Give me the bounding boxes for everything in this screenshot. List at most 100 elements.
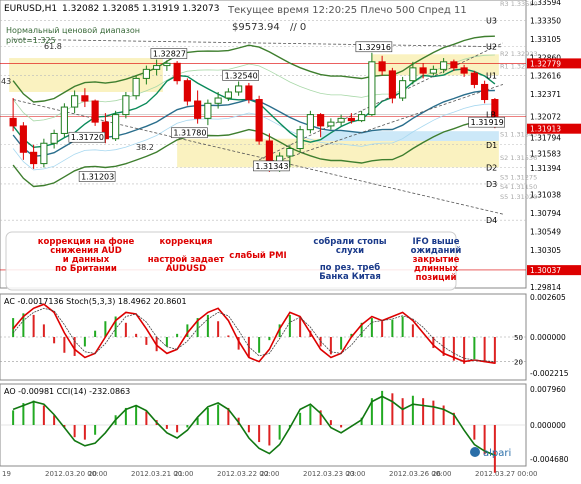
annotation-line: коррекция на фоне bbox=[38, 237, 135, 247]
candle-body bbox=[40, 142, 48, 165]
extreme-label: 1.31919 bbox=[471, 118, 504, 127]
ao-hist-bar bbox=[493, 425, 496, 473]
price-axis-label: 1.33350 bbox=[530, 16, 561, 25]
ao-hist-bar bbox=[53, 415, 56, 425]
ao-hist-bar bbox=[124, 407, 127, 425]
ac-hist-bar bbox=[186, 324, 189, 337]
ac-axis-label: -0.002215 bbox=[530, 369, 569, 378]
candle-body bbox=[19, 125, 27, 153]
candle-body bbox=[122, 95, 130, 116]
symbol-text: EURUSD,H1 bbox=[4, 4, 57, 14]
stoch-level-label: 50 bbox=[514, 334, 523, 342]
ac-hist-bar bbox=[258, 337, 261, 353]
trend-line-down bbox=[13, 99, 503, 215]
annotation-line: слабый PMI bbox=[229, 250, 286, 261]
ac-hist-bar bbox=[299, 318, 302, 337]
candle-body bbox=[481, 83, 489, 101]
ac-hist-bar bbox=[206, 314, 209, 337]
price-axis-label: 1.31038 bbox=[530, 191, 561, 200]
ac-axis-label: 0.000000 bbox=[530, 333, 566, 342]
annotation-line: и данных bbox=[63, 255, 110, 265]
price-tag bbox=[527, 123, 581, 134]
ac-hist-bar bbox=[278, 324, 281, 337]
time-axis-label: 2012.03.23 00:00 bbox=[303, 470, 365, 478]
candle-body bbox=[317, 114, 325, 127]
price-tag-text: 1.30037 bbox=[530, 266, 561, 275]
ao-hist-bar bbox=[135, 406, 138, 425]
extreme-label: 1.31720 bbox=[71, 133, 104, 142]
candle-body bbox=[163, 62, 171, 67]
ohlc-text: 1.32082 1.32085 1.31919 1.32073 bbox=[62, 4, 219, 14]
annotation-line: по рез. треб bbox=[320, 262, 380, 273]
ao-hist-bar bbox=[258, 425, 261, 443]
candle-body bbox=[399, 80, 407, 99]
annotation-line: Банка Китая bbox=[319, 272, 381, 282]
time-axis-label: 19 bbox=[2, 470, 11, 478]
candle-body bbox=[101, 121, 109, 140]
price-axis-label: 1.32616 bbox=[530, 72, 561, 81]
ac-hist-bar bbox=[83, 337, 86, 347]
level-label: LB bbox=[486, 111, 496, 120]
ac-hist-bar bbox=[165, 337, 168, 347]
ac-hist-bar bbox=[104, 321, 107, 337]
ao-hist-bar bbox=[22, 403, 25, 425]
price-axis-label: 1.32072 bbox=[530, 113, 561, 122]
extreme-label: 1.32540 bbox=[225, 71, 258, 80]
pivot-label: pivot=1.325 bbox=[6, 36, 56, 45]
ao-hist-bar bbox=[63, 425, 66, 428]
candle-body bbox=[194, 100, 202, 119]
candle-body bbox=[296, 129, 304, 150]
candle-body bbox=[409, 67, 417, 82]
ao-hist-bar bbox=[442, 405, 445, 425]
candle-body bbox=[50, 132, 58, 144]
ao-hist-bar bbox=[319, 410, 322, 425]
ac-hist-bar bbox=[176, 333, 179, 337]
candle-body bbox=[347, 117, 355, 122]
ao-hist-bar bbox=[165, 425, 168, 429]
pivot-label: S5 1.31020 bbox=[500, 193, 537, 201]
band-lower bbox=[12, 103, 495, 171]
candle-body bbox=[337, 117, 345, 123]
candle-body bbox=[204, 102, 212, 119]
annotation-line: по Британии bbox=[55, 264, 117, 274]
extreme-label-box bbox=[222, 70, 259, 81]
price-axis-label: 1.31583 bbox=[530, 150, 561, 159]
extreme-label: 1.31780 bbox=[173, 129, 206, 138]
ac-hist-bar bbox=[473, 337, 476, 360]
cci-axis-label: -0.004680 bbox=[530, 455, 569, 464]
time-axis-label: 2012.03.21 00:00 bbox=[131, 470, 193, 478]
price-axis-label: 1.32860 bbox=[530, 53, 561, 62]
price-axis-label: 1.30794 bbox=[530, 209, 561, 218]
price-tag bbox=[527, 58, 581, 69]
annotation-line: коррекция bbox=[159, 237, 212, 247]
ao-hist-bar bbox=[329, 420, 332, 425]
ac-hist-bar bbox=[196, 318, 199, 337]
extreme-label-box bbox=[171, 127, 208, 139]
candles bbox=[9, 52, 499, 172]
ac-hist-bar bbox=[319, 337, 322, 347]
stoch-main-line bbox=[12, 303, 496, 364]
annotation-line: собрали стопы bbox=[313, 236, 386, 247]
ao-hist-bar bbox=[278, 425, 281, 440]
ao-hist-bar bbox=[206, 407, 209, 425]
ao-hist-bar bbox=[196, 417, 199, 425]
ac-hist-bar bbox=[135, 333, 138, 337]
pivot-label: R2 1.32923 bbox=[500, 50, 538, 58]
extreme-label-box bbox=[68, 131, 106, 143]
ac-hist-bar bbox=[63, 337, 66, 353]
ac-hist-bar bbox=[391, 319, 394, 337]
annotation-line: позиций bbox=[416, 273, 457, 283]
ac-hist-bar bbox=[114, 316, 117, 337]
ac-hist-bar bbox=[124, 322, 127, 337]
annotation-line: настрой задает bbox=[148, 255, 224, 265]
ao-hist-bar bbox=[381, 390, 384, 425]
ac-hist-bar bbox=[350, 333, 353, 337]
ac-hist-bar bbox=[432, 337, 435, 349]
trend-line-up bbox=[258, 84, 504, 168]
ac-hist-bar bbox=[442, 337, 445, 356]
candle-body bbox=[460, 67, 468, 74]
price-axis-label: 1.29814 bbox=[530, 283, 561, 292]
ac-axis-label: 0.002605 bbox=[530, 293, 566, 302]
